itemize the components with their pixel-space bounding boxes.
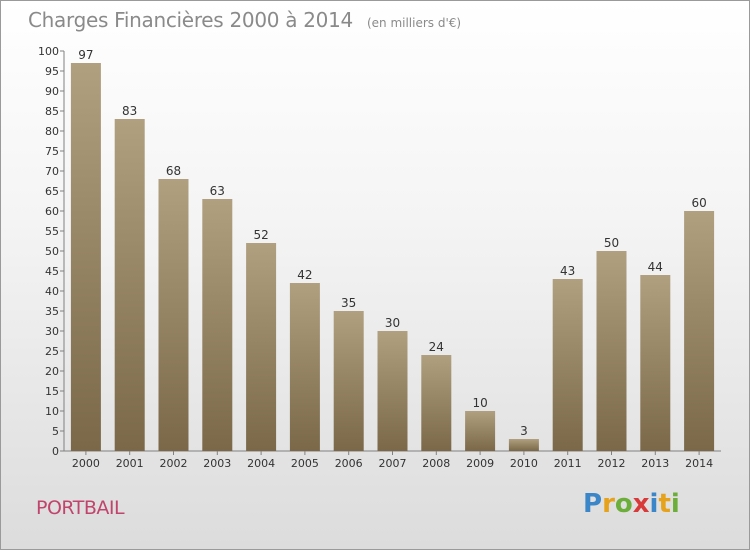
bar-value-label: 52	[253, 228, 268, 242]
x-tick-label: 2013	[641, 457, 669, 470]
commune-name: PORTBAIL	[36, 497, 125, 519]
y-tick-label: 10	[45, 405, 59, 418]
bar-value-label: 83	[122, 104, 137, 118]
x-tick-label: 2000	[72, 457, 100, 470]
y-tick-label: 50	[45, 245, 59, 258]
bar-2008	[421, 355, 452, 451]
x-tick-label: 2008	[422, 457, 450, 470]
y-tick-label: 85	[45, 105, 59, 118]
bar-2012	[596, 251, 627, 451]
bar-2003	[202, 199, 233, 451]
y-tick-label: 55	[45, 225, 59, 238]
bar-value-label: 30	[385, 316, 400, 330]
y-tick-label: 70	[45, 165, 59, 178]
bar-value-label: 60	[691, 196, 706, 210]
bar-2007	[377, 331, 408, 451]
y-tick-label: 5	[52, 425, 59, 438]
bar-2009	[465, 411, 496, 451]
x-tick-label: 2009	[466, 457, 494, 470]
x-tick-label: 2002	[160, 457, 188, 470]
bar-value-label: 43	[560, 264, 575, 278]
y-tick-label: 30	[45, 325, 59, 338]
bar-2011	[552, 279, 583, 451]
x-tick-label: 2005	[291, 457, 319, 470]
x-tick-label: 2007	[379, 457, 407, 470]
chart-unit: (en milliers d'€)	[366, 16, 462, 30]
bar-value-label: 50	[604, 236, 619, 250]
bar-value-label: 42	[297, 268, 312, 282]
bar-value-label: 68	[166, 164, 181, 178]
bar-value-label: 3	[520, 424, 528, 438]
x-tick-label: 2012	[598, 457, 626, 470]
y-tick-label: 75	[45, 145, 59, 158]
x-tick-label: 2006	[335, 457, 363, 470]
bar-value-label: 24	[429, 340, 444, 354]
bar-2002	[158, 179, 189, 451]
y-tick-label: 25	[45, 345, 59, 358]
bar-value-label: 10	[472, 396, 487, 410]
bar-2013	[640, 275, 671, 451]
bar-value-label: 35	[341, 296, 356, 310]
bar-2000	[70, 63, 101, 451]
y-tick-label: 15	[45, 385, 59, 398]
chart-title-group: Charges Financières 2000 à 2014 (en milli…	[28, 8, 461, 32]
y-tick-label: 90	[45, 85, 59, 98]
y-tick-label: 100	[38, 45, 59, 58]
y-tick-label: 95	[45, 65, 59, 78]
y-tick-label: 35	[45, 305, 59, 318]
y-tick-label: 60	[45, 205, 59, 218]
x-tick-label: 2004	[247, 457, 275, 470]
bar-value-label: 63	[210, 184, 225, 198]
y-tick-label: 65	[45, 185, 59, 198]
y-tick-label: 0	[52, 445, 59, 458]
y-tick-label: 40	[45, 285, 59, 298]
y-tick-label: 20	[45, 365, 59, 378]
bar-2014	[684, 211, 715, 451]
x-tick-label: 2003	[203, 457, 231, 470]
bar-2010	[508, 439, 539, 451]
y-tick-label: 45	[45, 265, 59, 278]
bar-value-label: 44	[648, 260, 663, 274]
proxiti-logo: Proxiti	[583, 489, 680, 519]
x-tick-label: 2001	[116, 457, 144, 470]
x-tick-label: 2011	[554, 457, 582, 470]
x-tick-label: 2014	[685, 457, 713, 470]
bar-2004	[246, 243, 277, 451]
chart-title: Charges Financières 2000 à 2014	[28, 8, 353, 32]
x-tick-label: 2010	[510, 457, 538, 470]
bar-2006	[333, 311, 364, 451]
y-tick-label: 80	[45, 125, 59, 138]
bar-value-label: 97	[78, 48, 93, 62]
bar-2001	[114, 119, 145, 451]
bar-2005	[289, 283, 320, 451]
